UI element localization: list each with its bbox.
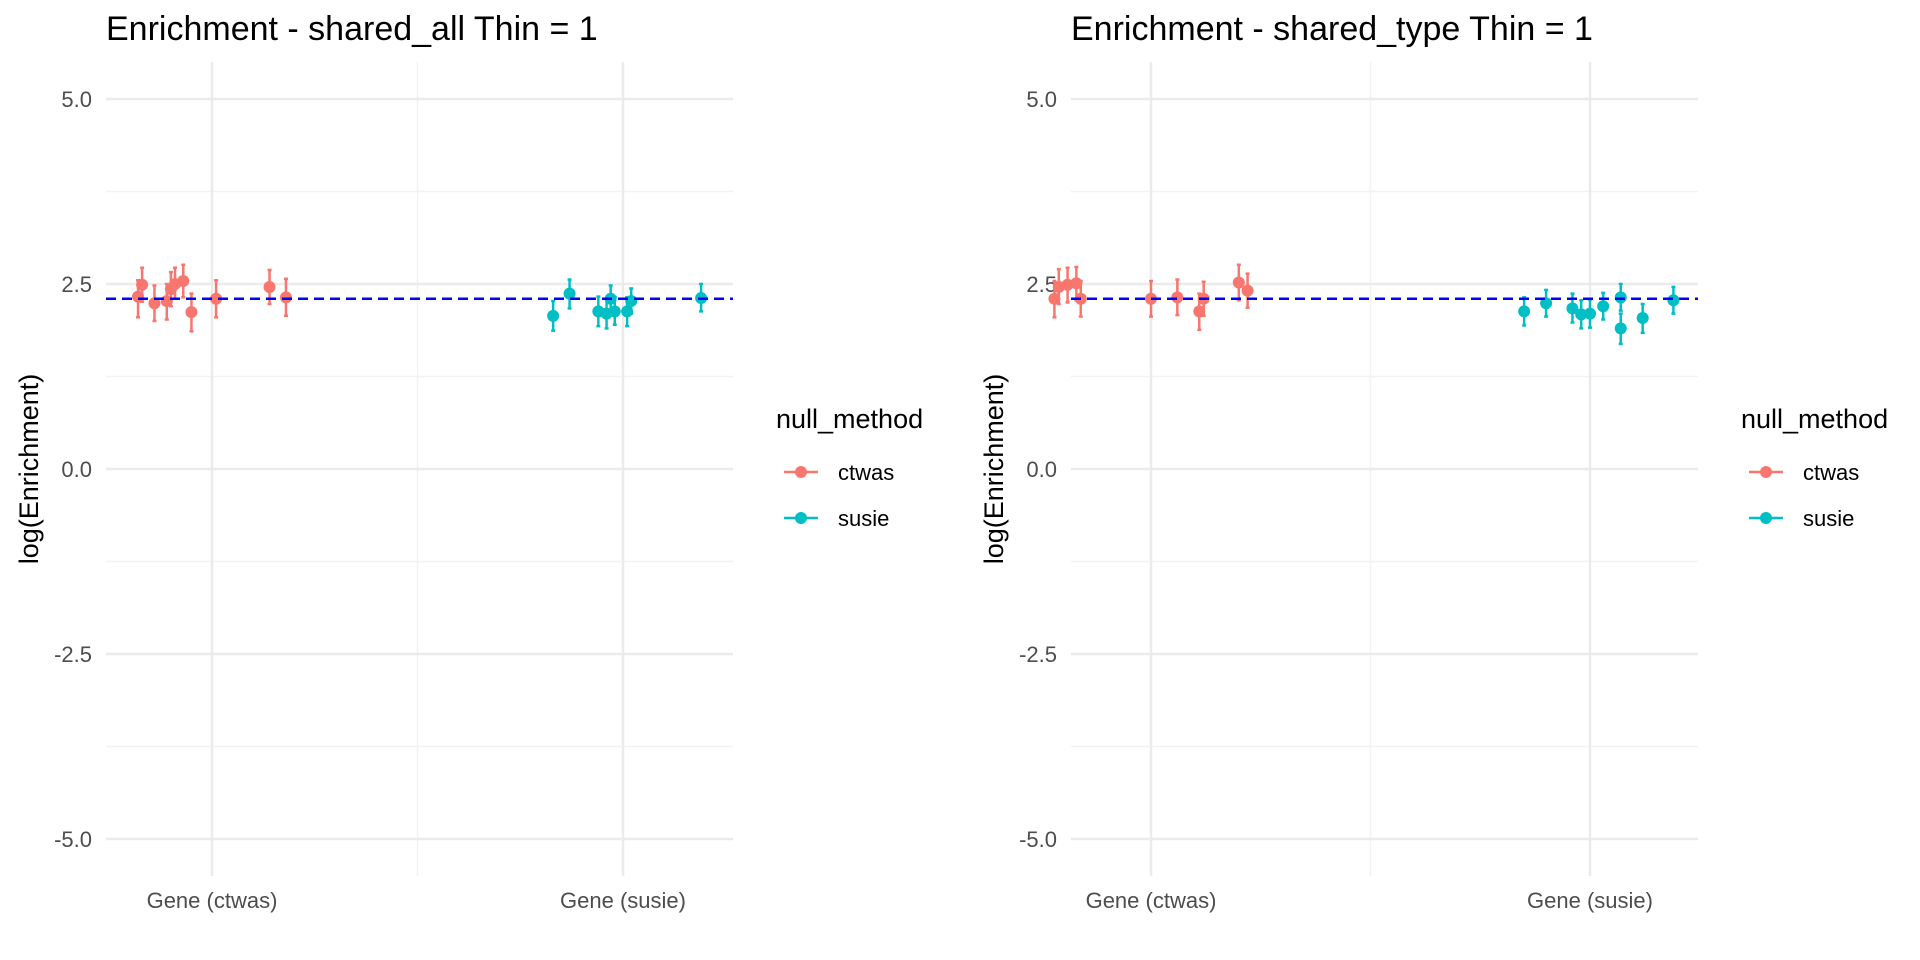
y-tick-label: -5.0 <box>1019 827 1057 852</box>
legend-label-susie: susie <box>838 506 889 531</box>
y-tick-label: -5.0 <box>54 827 92 852</box>
legend-key-point-ctwas <box>1760 466 1772 478</box>
data-point-ctwas <box>1171 291 1184 304</box>
data-point-ctwas <box>148 297 161 310</box>
chart-title: Enrichment - shared_type Thin = 1 <box>1071 10 1593 48</box>
data-point-susie <box>1540 297 1553 310</box>
x-tick-label: Gene (ctwas) <box>147 888 278 913</box>
legend-label-ctwas: ctwas <box>838 460 894 485</box>
data-point-ctwas <box>185 306 198 319</box>
y-axis-label: log(Enrichment) <box>979 374 1009 565</box>
data-point-susie <box>563 287 576 300</box>
chart-title: Enrichment - shared_all Thin = 1 <box>106 10 598 48</box>
y-tick-label: -2.5 <box>54 642 92 667</box>
data-point-susie <box>1636 312 1649 325</box>
data-point-susie <box>1667 294 1680 307</box>
legend-title: null_method <box>1741 404 1888 434</box>
y-tick-label: -2.5 <box>1019 642 1057 667</box>
chart-panel-shared-type: Enrichment - shared_type Thin = 1 5.0 2.5 0… <box>979 10 1888 913</box>
data-point-ctwas <box>177 275 190 288</box>
data-point-ctwas <box>210 292 223 305</box>
data-point-ctwas <box>1048 292 1061 305</box>
x-tick-label: Gene (susie) <box>1527 888 1653 913</box>
x-tick-label: Gene (susie) <box>560 888 686 913</box>
y-tick-label: 5.0 <box>61 87 92 112</box>
data-point-ctwas <box>136 278 149 291</box>
data-point-susie <box>1597 300 1610 313</box>
data-point-susie <box>625 295 638 308</box>
data-point-ctwas <box>1193 305 1206 318</box>
data-point-susie <box>1614 322 1627 335</box>
data-point-susie <box>1614 291 1627 304</box>
legend-label-susie: susie <box>1803 506 1854 531</box>
data-point-susie <box>547 309 560 322</box>
chart-panel-shared-all: Enrichment - shared_all Thin = 1 5.0 2.5 0.… <box>14 10 923 913</box>
data-point-ctwas <box>263 280 276 293</box>
y-tick-label: 2.5 <box>1026 272 1057 297</box>
legend-label-ctwas: ctwas <box>1803 460 1859 485</box>
data-point-susie <box>608 305 621 318</box>
data-point-ctwas <box>279 291 292 304</box>
legend-key-point-susie <box>1760 512 1772 524</box>
x-tick-label: Gene (ctwas) <box>1086 888 1217 913</box>
data-point-susie <box>1518 305 1531 318</box>
data-point-susie <box>1575 308 1588 321</box>
y-tick-label: 0.0 <box>1026 457 1057 482</box>
data-point-ctwas <box>1241 284 1254 297</box>
y-tick-label: 5.0 <box>1026 87 1057 112</box>
legend-key-point-susie <box>795 512 807 524</box>
legend-title: null_method <box>776 404 923 434</box>
y-axis-label: log(Enrichment) <box>14 374 44 565</box>
legend-key-point-ctwas <box>795 466 807 478</box>
y-tick-label: 2.5 <box>61 272 92 297</box>
data-point-ctwas <box>1232 276 1245 289</box>
data-point-susie <box>1566 302 1579 315</box>
data-point-susie <box>1584 307 1596 320</box>
y-tick-label: 0.0 <box>61 457 92 482</box>
